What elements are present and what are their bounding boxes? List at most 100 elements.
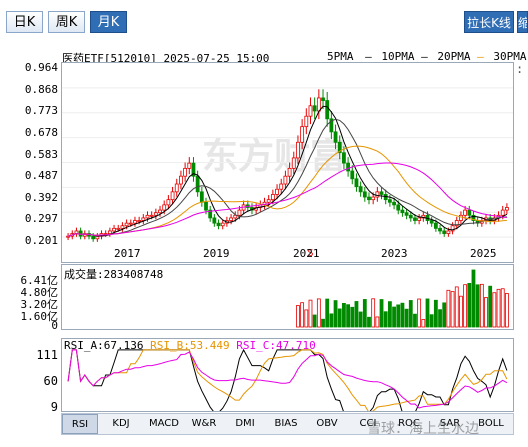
- tab-dmi[interactable]: DMI: [235, 418, 255, 429]
- candle-body: [362, 191, 367, 198]
- stretch-kline-button[interactable]: 拉长K线: [464, 11, 514, 33]
- volume-bar: [413, 313, 417, 328]
- volume-bar: [325, 298, 330, 328]
- candle-body: [199, 191, 204, 203]
- volume-bar: [342, 302, 346, 328]
- price-tick: 0.392: [24, 191, 58, 204]
- candle-body: [141, 217, 146, 221]
- volume-bar: [308, 299, 313, 328]
- ma5-line: [67, 105, 508, 237]
- candle-body: [392, 201, 396, 206]
- volume-bar: [371, 298, 376, 328]
- tab-kdj[interactable]: KDJ: [112, 418, 130, 429]
- x-tick: 2017: [114, 247, 141, 260]
- price-tick: 0.964: [24, 61, 58, 74]
- candle-body: [308, 105, 313, 117]
- volume-bar: [450, 291, 455, 328]
- price-chart[interactable]: 东方财富 S: [61, 62, 514, 263]
- volume-tick: 0: [51, 319, 58, 332]
- candle-body: [296, 141, 300, 159]
- volume-bar: [300, 302, 305, 328]
- volume-bar: [496, 288, 501, 328]
- rsi-c-value: RSI_C:47.710: [236, 339, 316, 352]
- candle-body: [149, 214, 154, 217]
- candle-body: [442, 230, 447, 234]
- volume-bar: [488, 285, 493, 328]
- candle-body: [174, 183, 179, 193]
- volume-bar: [438, 309, 442, 328]
- volume-bar: [354, 301, 359, 328]
- tab-boll[interactable]: BOLL: [478, 418, 504, 429]
- candle-body: [417, 217, 422, 221]
- tab-monthly-k[interactable]: 月K: [90, 11, 127, 33]
- ma20-legend: 20PMA: [437, 50, 471, 63]
- volume-tick: 4.80亿: [20, 286, 59, 299]
- tab-bias[interactable]: BIAS: [274, 418, 298, 429]
- rsi-b-value: RSI_B:53.449: [150, 339, 230, 352]
- candle-body: [195, 175, 200, 193]
- volume-bar: [459, 295, 463, 328]
- volume-bar: [484, 297, 488, 328]
- tab-cci[interactable]: CCI: [359, 418, 377, 429]
- volume-chart[interactable]: 成交量:283408748: [61, 264, 514, 330]
- candle-body: [354, 178, 359, 188]
- volume-bar: [400, 302, 405, 328]
- candle-body: [112, 227, 116, 232]
- candle-body: [124, 222, 129, 227]
- rsi-chart[interactable]: RSI_A:67.136 RSI_B:53.449 RSI_C:47.710: [61, 338, 514, 412]
- candle-body: [162, 204, 167, 211]
- candle-body: [133, 220, 137, 224]
- candle-body: [350, 170, 355, 180]
- tab-weekly-k[interactable]: 周K: [48, 11, 85, 33]
- candle-body: [128, 222, 133, 225]
- rsi-a-line: [67, 348, 508, 411]
- candle-body: [107, 230, 112, 234]
- volume-tick: 3.20亿: [20, 298, 59, 311]
- tab-obv[interactable]: OBV: [316, 418, 338, 429]
- candle-body: [183, 167, 188, 177]
- candle-body: [367, 196, 371, 201]
- candle-body: [283, 175, 288, 185]
- price-tick: 0.297: [24, 212, 58, 225]
- candle-body: [266, 199, 271, 203]
- price-tick: 0.583: [24, 148, 58, 161]
- candle-body: [145, 214, 150, 219]
- tab-wr[interactable]: W&R: [191, 418, 217, 429]
- volume-bar: [429, 314, 434, 328]
- tab-rsi[interactable]: RSI: [62, 414, 98, 434]
- volume-bar: [433, 299, 438, 328]
- ma30-line: [67, 162, 507, 237]
- candle-body: [116, 227, 121, 230]
- indicator-tab-bar: [61, 413, 514, 435]
- shrink-button[interactable]: 缩: [517, 11, 528, 33]
- right-edge-text: :: [516, 62, 524, 76]
- volume-bar: [358, 311, 363, 328]
- volume-bar: [467, 282, 472, 328]
- candle-body: [379, 191, 384, 195]
- candle-body: [333, 131, 338, 143]
- candle-body: [342, 152, 346, 164]
- rsi-b-line: [67, 349, 508, 411]
- candle-body: [179, 175, 183, 185]
- candle-body: [346, 162, 350, 172]
- tab-daily-k[interactable]: 日K: [6, 11, 43, 33]
- candle-body: [158, 209, 162, 214]
- rsi-values: RSI_A:67.136 RSI_B:53.449 RSI_C:47.710: [64, 339, 316, 352]
- candle-body: [463, 209, 468, 216]
- volume-bar: [425, 298, 430, 328]
- candle-body: [337, 141, 342, 154]
- volume-bar: [492, 292, 497, 328]
- candle-body: [325, 100, 330, 120]
- candle-body: [153, 212, 158, 216]
- ma5-legend: 5PMA: [327, 50, 354, 63]
- candle-body: [212, 217, 217, 224]
- tab-sar[interactable]: SAR: [439, 418, 461, 429]
- rsi-a-value: RSI_A:67.136: [64, 339, 144, 352]
- candle-body: [446, 230, 451, 234]
- volume-bar: [471, 269, 476, 328]
- volume-bar: [505, 293, 509, 328]
- candle-body: [191, 162, 196, 177]
- tab-roc[interactable]: ROC: [398, 418, 420, 429]
- volume-bar: [421, 319, 426, 328]
- tab-macd[interactable]: MACD: [149, 418, 179, 429]
